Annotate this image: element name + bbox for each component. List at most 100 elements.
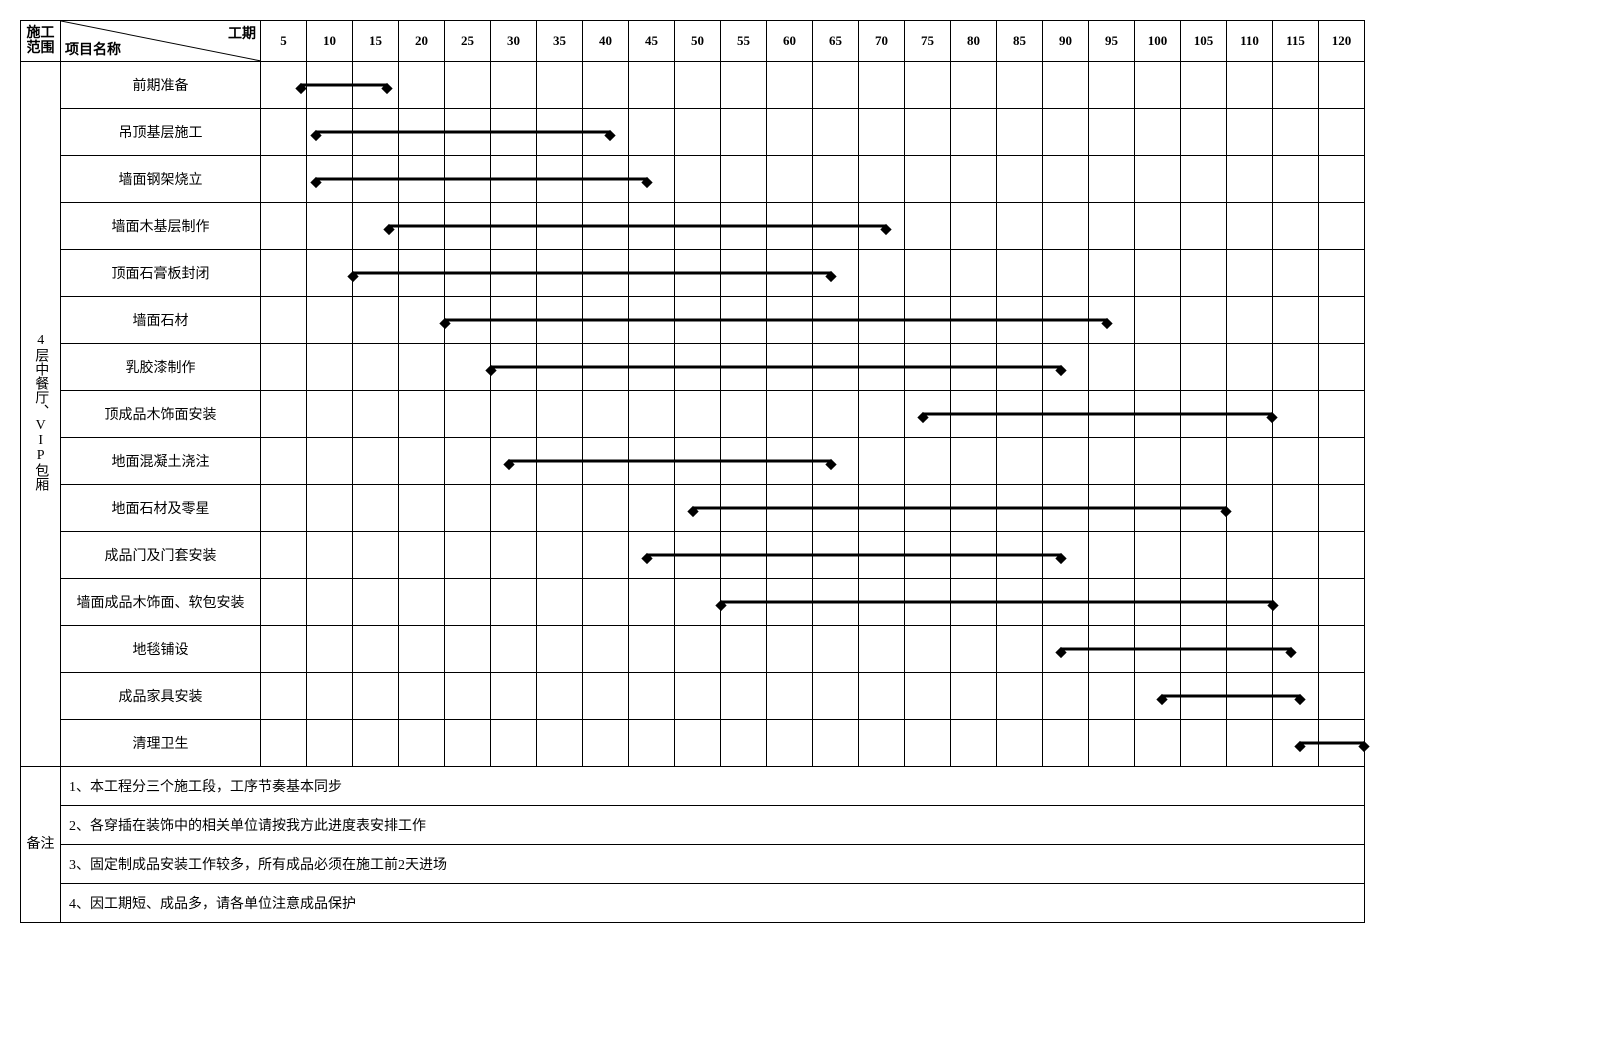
grid-cell <box>951 156 997 203</box>
grid-cell <box>767 485 813 532</box>
header-tick: 65 <box>813 21 859 62</box>
grid-cell <box>721 579 767 626</box>
grid-cell <box>307 62 353 109</box>
grid-cell <box>997 532 1043 579</box>
grid-cell <box>583 579 629 626</box>
task-name: 顶面石膏板封闭 <box>61 250 261 297</box>
header-tick: 115 <box>1273 21 1319 62</box>
grid-cell <box>1089 532 1135 579</box>
header-tick: 40 <box>583 21 629 62</box>
grid-cell <box>583 720 629 767</box>
grid-cell <box>859 720 905 767</box>
task-name: 墙面钢架烧立 <box>61 156 261 203</box>
task-row: 清理卫生 <box>21 720 1591 767</box>
grid-cell <box>951 626 997 673</box>
grid-cell <box>1181 438 1227 485</box>
grid-cell <box>951 532 997 579</box>
header-tick: 50 <box>675 21 721 62</box>
task-row: 成品门及门套安装 <box>21 532 1591 579</box>
grid-cell <box>675 626 721 673</box>
grid-cell <box>629 156 675 203</box>
grid-cell <box>859 438 905 485</box>
grid-cell <box>905 532 951 579</box>
grid-cell <box>1135 344 1181 391</box>
grid-cell <box>261 109 307 156</box>
grid-cell <box>1319 391 1365 438</box>
grid-cell <box>1227 297 1273 344</box>
grid-cell <box>1135 391 1181 438</box>
grid-cell <box>1089 720 1135 767</box>
note-line: 4、因工期短、成品多，请各单位注意成品保护 <box>61 884 1365 923</box>
grid-cell <box>1089 203 1135 250</box>
grid-cell <box>1135 720 1181 767</box>
grid-cell <box>1135 485 1181 532</box>
grid-cell <box>1227 250 1273 297</box>
grid-cell <box>1043 532 1089 579</box>
grid-cell <box>445 62 491 109</box>
grid-cell <box>721 297 767 344</box>
grid-cell <box>997 391 1043 438</box>
grid-cell <box>445 344 491 391</box>
grid-cell <box>445 579 491 626</box>
header-tick: 15 <box>353 21 399 62</box>
grid-cell <box>261 297 307 344</box>
grid-cell <box>491 485 537 532</box>
header-tick: 10 <box>307 21 353 62</box>
grid-cell <box>951 297 997 344</box>
grid-cell <box>537 438 583 485</box>
grid-cell <box>675 532 721 579</box>
task-row: 顶成品木饰面安装 <box>21 391 1591 438</box>
grid-cell <box>859 109 905 156</box>
grid-cell <box>1319 62 1365 109</box>
grid-cell <box>537 391 583 438</box>
task-name: 地面混凝土浇注 <box>61 438 261 485</box>
grid-cell <box>905 485 951 532</box>
grid-cell <box>813 109 859 156</box>
grid-cell <box>951 673 997 720</box>
grid-cell <box>261 626 307 673</box>
grid-cell <box>767 532 813 579</box>
grid-cell <box>445 297 491 344</box>
grid-cell <box>307 485 353 532</box>
grid-cell <box>399 109 445 156</box>
grid-cell <box>1227 62 1273 109</box>
notes-label: 备注 <box>21 767 61 923</box>
grid-cell <box>1043 438 1089 485</box>
grid-cell <box>813 626 859 673</box>
grid-cell <box>1043 673 1089 720</box>
grid-cell <box>1135 626 1181 673</box>
grid-cell <box>813 720 859 767</box>
grid-cell <box>767 62 813 109</box>
grid-cell <box>997 156 1043 203</box>
grid-cell <box>629 62 675 109</box>
grid-cell <box>1135 62 1181 109</box>
header-scope: 施工范围 <box>21 21 61 62</box>
grid-cell <box>1273 297 1319 344</box>
grid-cell <box>1273 62 1319 109</box>
grid-cell <box>1135 579 1181 626</box>
grid-cell <box>859 203 905 250</box>
grid-cell <box>399 62 445 109</box>
grid-cell <box>951 485 997 532</box>
grid-cell <box>583 62 629 109</box>
grid-cell <box>1043 579 1089 626</box>
grid-cell <box>767 250 813 297</box>
grid-cell <box>491 626 537 673</box>
grid-cell <box>307 391 353 438</box>
grid-cell <box>261 438 307 485</box>
grid-cell <box>675 203 721 250</box>
grid-cell <box>629 250 675 297</box>
grid-cell <box>1319 579 1365 626</box>
grid-cell <box>353 391 399 438</box>
grid-cell <box>491 391 537 438</box>
grid-cell <box>1227 579 1273 626</box>
grid-cell <box>721 438 767 485</box>
grid-cell <box>629 438 675 485</box>
task-name: 地毯铺设 <box>61 626 261 673</box>
grid-cell <box>905 344 951 391</box>
task-row: 4层中餐厅、VIP包厢前期准备 <box>21 62 1591 109</box>
grid-cell <box>1089 109 1135 156</box>
grid-cell <box>1227 203 1273 250</box>
grid-cell <box>951 344 997 391</box>
grid-cell <box>491 156 537 203</box>
